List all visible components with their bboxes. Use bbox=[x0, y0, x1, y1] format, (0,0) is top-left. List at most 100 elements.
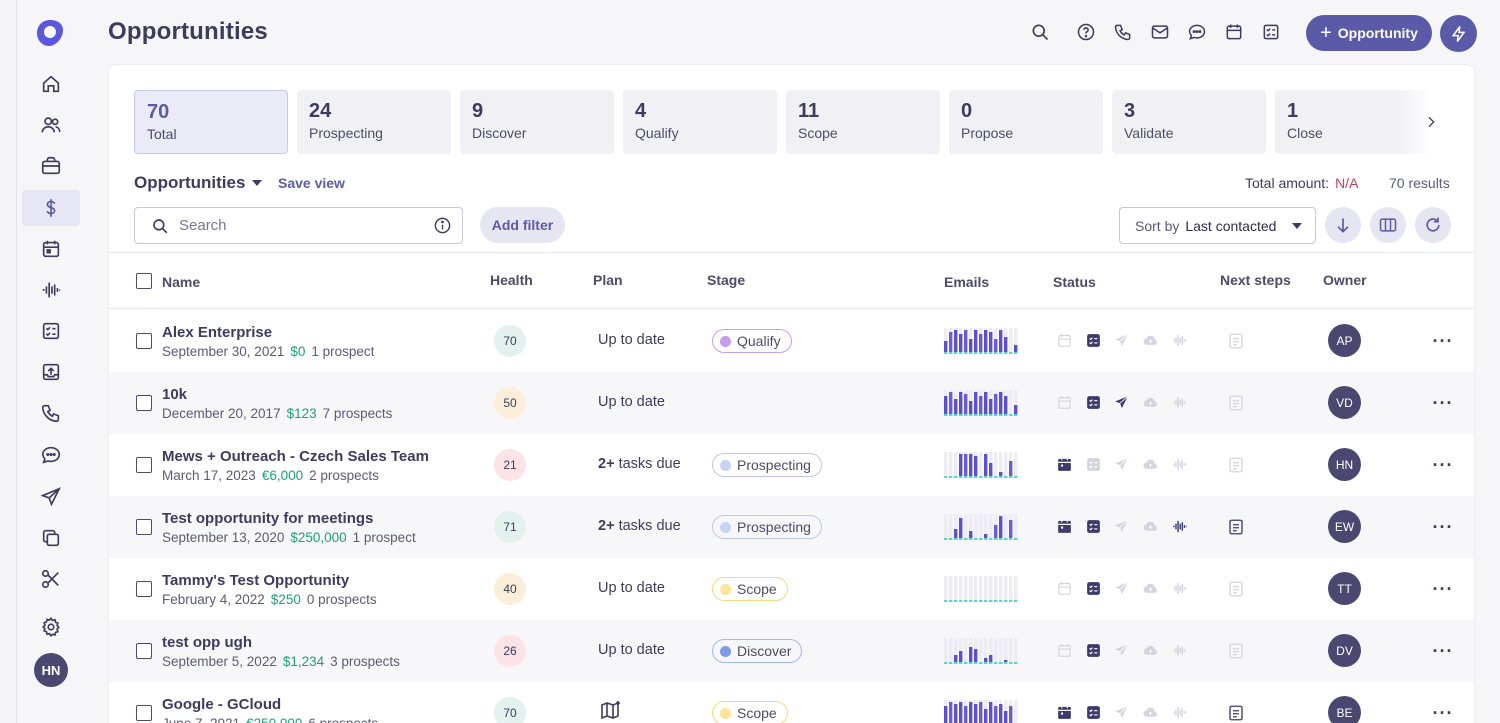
col-health[interactable]: Health bbox=[490, 272, 533, 288]
table-row[interactable]: Alex Enterprise September 30, 2021 $0 1 pro… bbox=[109, 310, 1474, 372]
table-row[interactable]: Google - GCloud June 7, 2021 €250,000 6 pro… bbox=[109, 682, 1474, 723]
sidebar-item-send[interactable] bbox=[22, 479, 80, 515]
stage-badge[interactable]: Qualify bbox=[712, 329, 792, 353]
health-score[interactable]: 70 bbox=[494, 325, 526, 357]
status-waveform-icon[interactable] bbox=[1169, 640, 1189, 660]
col-owner[interactable]: Owner bbox=[1323, 272, 1367, 288]
owner-avatar[interactable]: AP bbox=[1328, 324, 1361, 357]
status-calendar-icon[interactable] bbox=[1054, 578, 1074, 598]
owner-avatar[interactable]: VD bbox=[1328, 386, 1361, 419]
owner-avatar[interactable]: TT bbox=[1328, 572, 1361, 605]
email-activity-chart[interactable] bbox=[944, 390, 1018, 416]
tasks-icon[interactable] bbox=[1259, 20, 1283, 44]
status-cloud-icon[interactable] bbox=[1140, 702, 1160, 722]
row-more-icon[interactable]: ··· bbox=[1432, 454, 1454, 475]
view-selector[interactable]: Opportunities bbox=[134, 173, 263, 193]
col-name[interactable]: Name bbox=[162, 274, 201, 290]
next-steps-note-icon[interactable] bbox=[1226, 579, 1246, 599]
status-send-icon[interactable] bbox=[1111, 578, 1131, 598]
col-plan[interactable]: Plan bbox=[593, 272, 623, 288]
status-waveform-icon[interactable] bbox=[1169, 454, 1189, 474]
status-cloud-icon[interactable] bbox=[1140, 516, 1160, 536]
owner-avatar[interactable]: HN bbox=[1328, 448, 1361, 481]
status-calendar-icon[interactable] bbox=[1054, 454, 1074, 474]
sidebar-item-briefcase[interactable] bbox=[22, 148, 80, 184]
plan-status[interactable]: Up to date bbox=[598, 394, 665, 410]
app-logo[interactable] bbox=[35, 18, 65, 48]
table-row[interactable]: Test opportunity for meetings September 1… bbox=[109, 496, 1474, 558]
health-score[interactable]: 21 bbox=[494, 449, 526, 481]
next-steps-note-icon[interactable] bbox=[1226, 641, 1246, 661]
user-avatar[interactable]: HN bbox=[34, 653, 68, 687]
columns-button[interactable] bbox=[1370, 207, 1406, 243]
row-checkbox[interactable] bbox=[136, 519, 152, 535]
email-activity-chart[interactable] bbox=[944, 638, 1018, 664]
row-checkbox[interactable] bbox=[136, 581, 152, 597]
health-score[interactable]: 71 bbox=[494, 511, 526, 543]
stage-badge[interactable]: Scope bbox=[712, 577, 788, 601]
next-steps-note-icon[interactable] bbox=[1226, 393, 1246, 413]
health-score[interactable]: 70 bbox=[494, 697, 526, 723]
row-checkbox[interactable] bbox=[136, 395, 152, 411]
stage-tab-qualify[interactable]: 4 Qualify bbox=[623, 90, 777, 154]
opportunity-name[interactable]: Google - GCloud bbox=[162, 696, 282, 713]
status-cloud-icon[interactable] bbox=[1140, 578, 1160, 598]
col-emails[interactable]: Emails bbox=[944, 274, 990, 290]
add-filter-button[interactable]: Add filter bbox=[480, 207, 565, 243]
health-score[interactable]: 26 bbox=[494, 635, 526, 667]
sidebar-item-chat[interactable] bbox=[22, 437, 80, 473]
stage-tab-discover[interactable]: 9 Discover bbox=[460, 90, 614, 154]
plan-map-icon[interactable] bbox=[599, 699, 623, 723]
stage-badge[interactable]: Discover bbox=[712, 639, 803, 663]
status-tasks-icon[interactable] bbox=[1083, 702, 1103, 722]
stage-badge[interactable]: Prospecting bbox=[712, 515, 822, 539]
sidebar-item-copy[interactable] bbox=[22, 520, 80, 556]
row-checkbox[interactable] bbox=[136, 643, 152, 659]
stage-tab-scope[interactable]: 11 Scope bbox=[786, 90, 940, 154]
sort-direction-button[interactable] bbox=[1325, 207, 1361, 243]
email-activity-chart[interactable] bbox=[944, 576, 1018, 602]
status-waveform-icon[interactable] bbox=[1169, 702, 1189, 722]
health-score[interactable]: 50 bbox=[494, 387, 526, 419]
status-waveform-icon[interactable] bbox=[1169, 578, 1189, 598]
sidebar-item-people[interactable] bbox=[22, 107, 80, 143]
table-row[interactable]: Tammy's Test Opportunity February 4, 2022… bbox=[109, 558, 1474, 620]
plan-status[interactable]: Up to date bbox=[598, 580, 665, 596]
plan-status[interactable]: 2+ tasks due bbox=[598, 456, 681, 472]
status-tasks-icon[interactable] bbox=[1083, 392, 1103, 412]
search-input[interactable] bbox=[179, 217, 433, 234]
owner-avatar[interactable]: EW bbox=[1328, 510, 1361, 543]
stage-tab-propose[interactable]: 0 Propose bbox=[949, 90, 1103, 154]
status-waveform-icon[interactable] bbox=[1169, 516, 1189, 536]
plan-status[interactable]: Up to date bbox=[598, 332, 665, 348]
status-calendar-icon[interactable] bbox=[1054, 702, 1074, 722]
row-more-icon[interactable]: ··· bbox=[1432, 640, 1454, 661]
status-cloud-icon[interactable] bbox=[1140, 454, 1160, 474]
help-icon[interactable] bbox=[1074, 20, 1098, 44]
opportunity-name[interactable]: test opp ugh bbox=[162, 634, 252, 651]
row-checkbox[interactable] bbox=[136, 705, 152, 721]
health-score[interactable]: 40 bbox=[494, 573, 526, 605]
sidebar-item-scissors[interactable] bbox=[22, 561, 80, 597]
refresh-button[interactable] bbox=[1415, 207, 1451, 243]
email-activity-chart[interactable] bbox=[944, 328, 1018, 354]
email-activity-chart[interactable] bbox=[944, 700, 1018, 723]
row-checkbox[interactable] bbox=[136, 333, 152, 349]
sidebar-item-calendar[interactable] bbox=[22, 231, 80, 267]
info-icon[interactable] bbox=[433, 216, 452, 235]
table-row[interactable]: Mews + Outreach - Czech Sales Team March … bbox=[109, 434, 1474, 496]
status-waveform-icon[interactable] bbox=[1169, 330, 1189, 350]
row-checkbox[interactable] bbox=[136, 457, 152, 473]
chat-icon[interactable] bbox=[1185, 20, 1209, 44]
plan-status[interactable]: 2+ tasks due bbox=[598, 518, 681, 534]
stage-tab-validate[interactable]: 3 Validate bbox=[1112, 90, 1266, 154]
next-steps-note-icon[interactable] bbox=[1226, 331, 1246, 351]
phone-icon[interactable] bbox=[1111, 20, 1135, 44]
status-tasks-icon[interactable] bbox=[1083, 578, 1103, 598]
quick-actions-button[interactable] bbox=[1440, 15, 1477, 52]
stage-tab-prospecting[interactable]: 24 Prospecting bbox=[297, 90, 451, 154]
row-more-icon[interactable]: ··· bbox=[1432, 392, 1454, 413]
email-activity-chart[interactable] bbox=[944, 514, 1018, 540]
opportunity-name[interactable]: Tammy's Test Opportunity bbox=[162, 572, 350, 589]
table-row[interactable]: 10k December 20, 2017 $123 7 prospects 50 Up … bbox=[109, 372, 1474, 434]
